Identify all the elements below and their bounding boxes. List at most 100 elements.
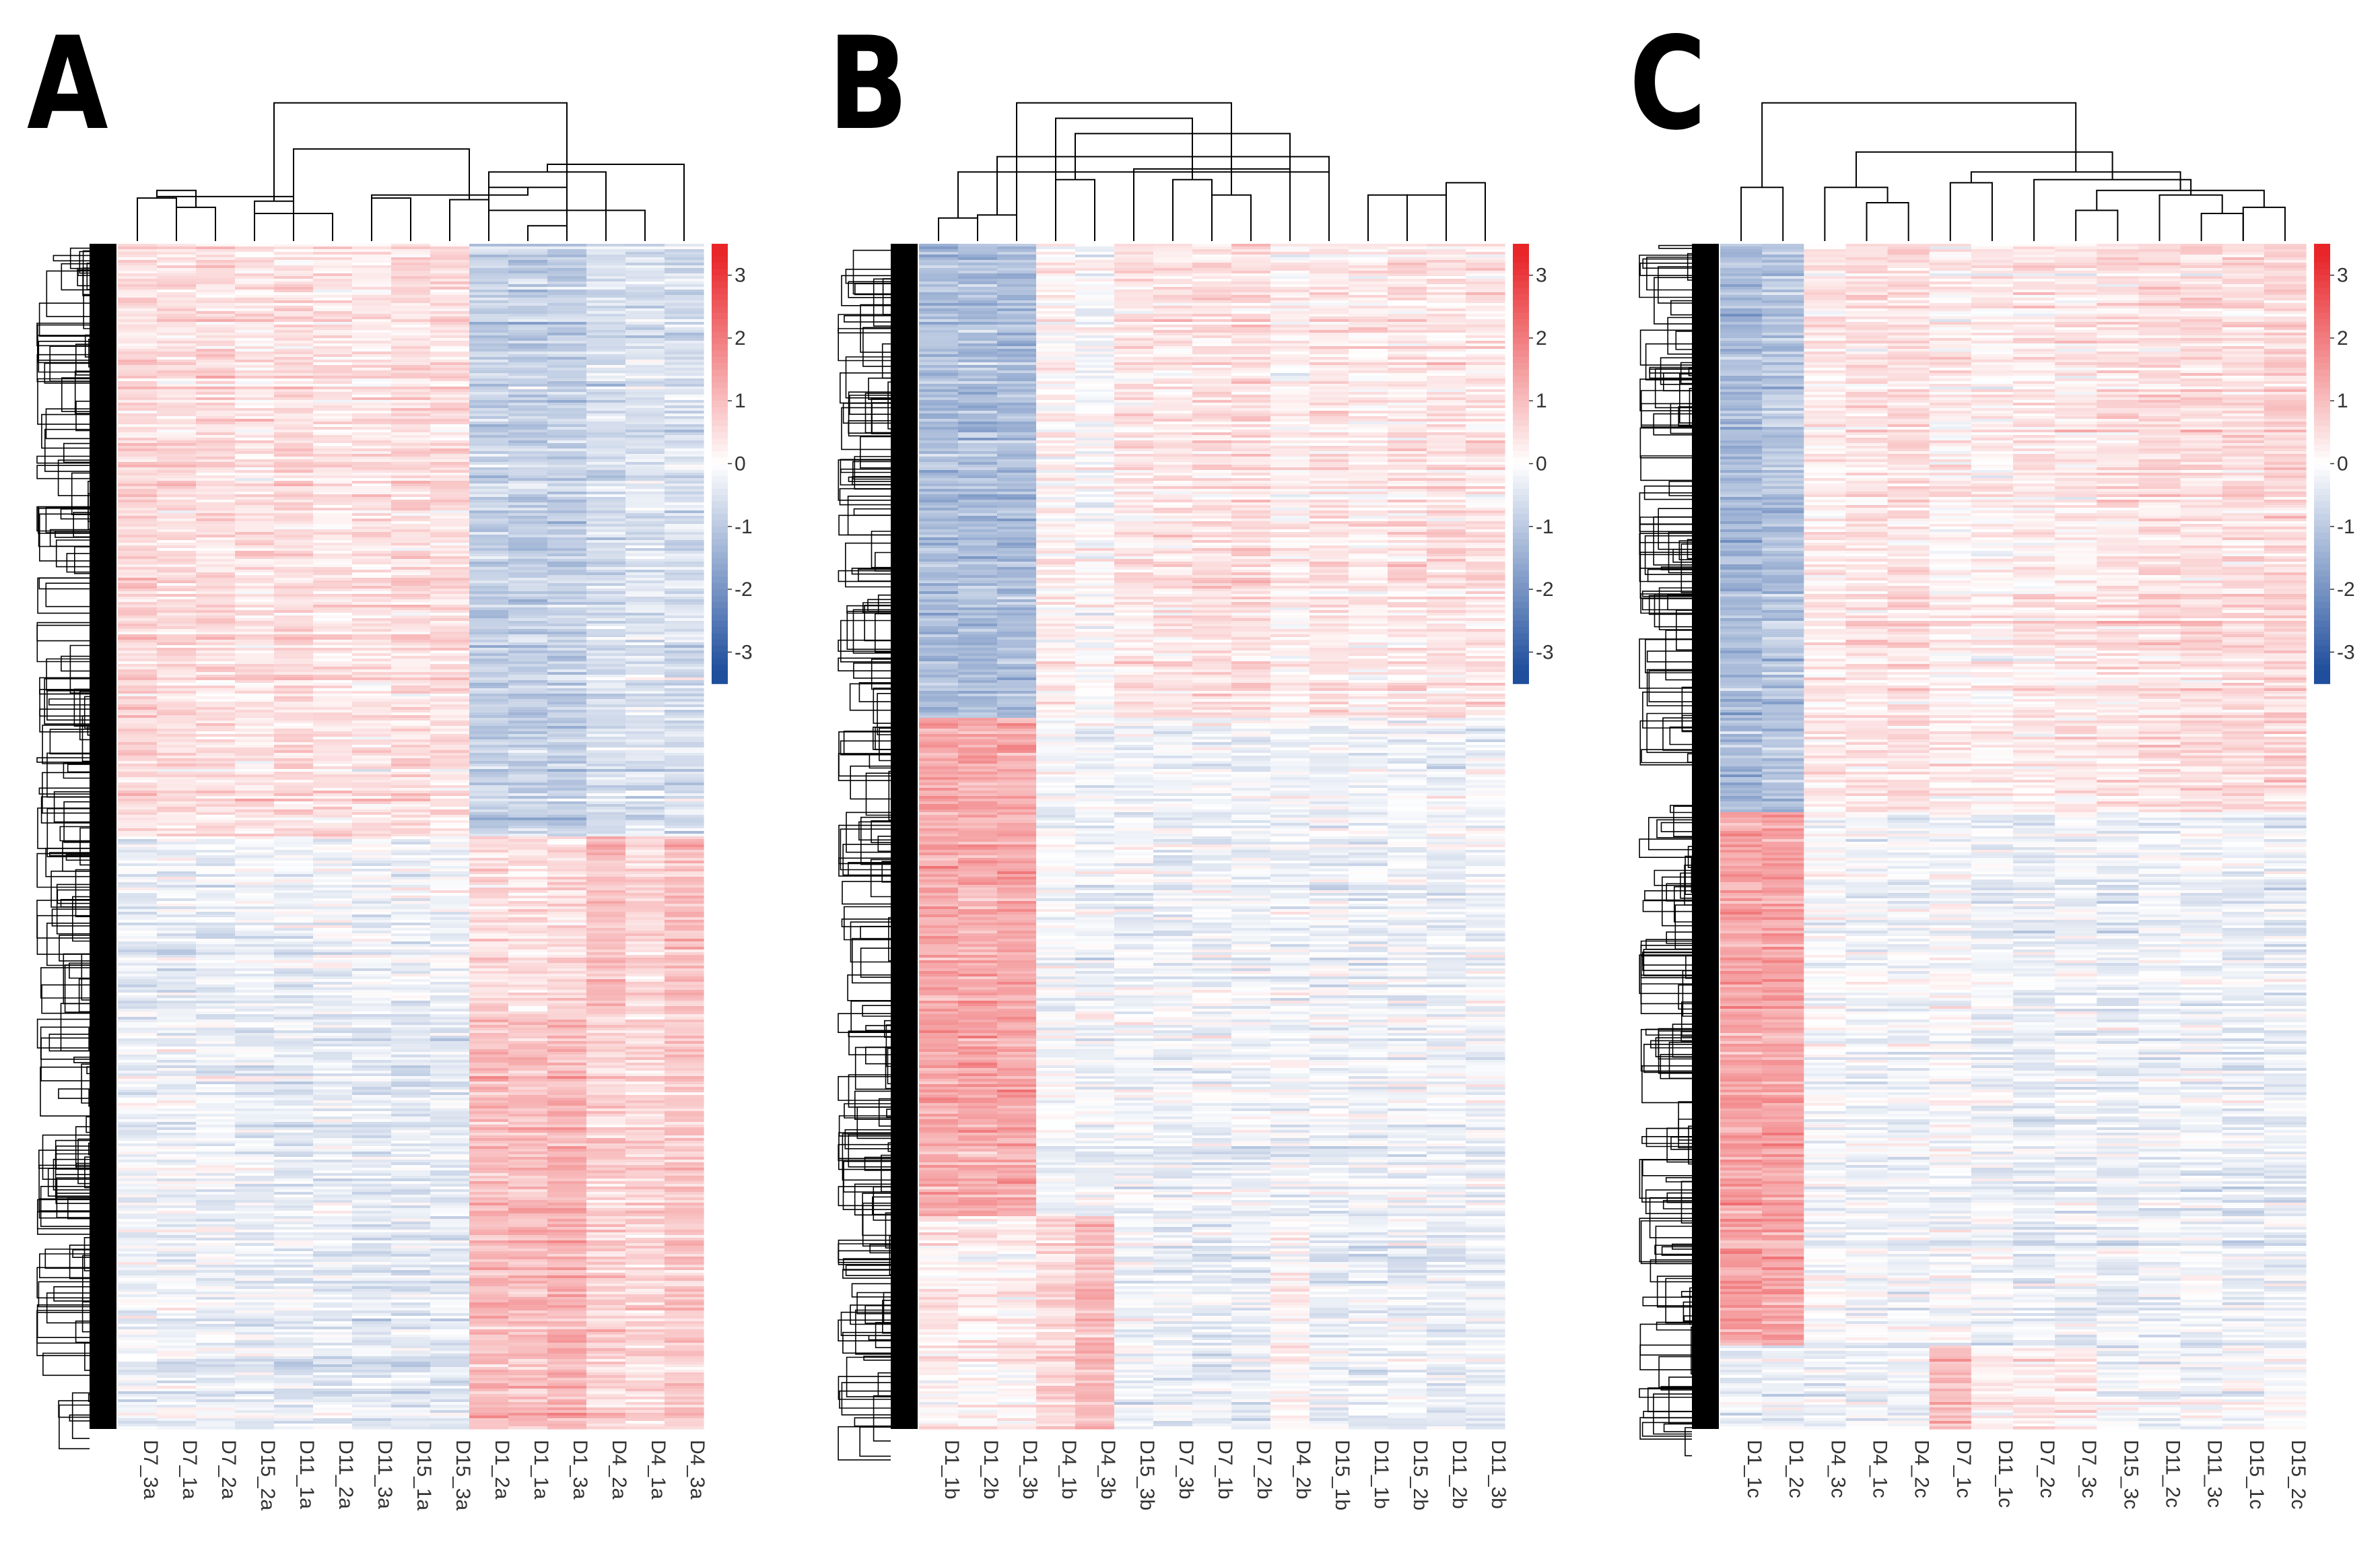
heatmap-cell xyxy=(508,537,548,541)
heatmap-cell xyxy=(391,543,431,546)
heatmap-cell xyxy=(196,941,236,945)
heatmap-cell xyxy=(469,1117,509,1120)
heatmap-cell xyxy=(547,427,587,430)
heatmap-cell xyxy=(196,944,236,947)
heatmap-cell xyxy=(547,936,587,939)
heatmap-cell xyxy=(118,947,158,950)
heatmap-cell xyxy=(508,686,548,689)
heatmap-cell xyxy=(547,306,587,309)
heatmap-cell xyxy=(625,1127,665,1131)
heatmap-cell xyxy=(391,640,431,643)
heatmap-cell xyxy=(157,793,197,797)
heatmap-cell xyxy=(196,1090,236,1093)
heatmap-cell xyxy=(508,976,548,980)
heatmap-cell xyxy=(586,618,626,622)
heatmap-cell xyxy=(508,823,548,826)
heatmap-cell xyxy=(196,435,236,438)
heatmap-cell xyxy=(469,777,509,780)
heatmap-cell xyxy=(274,478,314,481)
heatmap-cell xyxy=(352,440,392,444)
heatmap-cell xyxy=(665,669,704,673)
heatmap-cell xyxy=(352,634,392,638)
heatmap-cell xyxy=(274,1049,314,1053)
heatmap-cell xyxy=(586,416,626,420)
heatmap-cell xyxy=(235,667,275,670)
heatmap-cell xyxy=(118,734,158,737)
heatmap-cell xyxy=(157,847,197,851)
heatmap-cell xyxy=(274,917,314,921)
heatmap-cell xyxy=(391,1095,431,1098)
heatmap-cell xyxy=(235,1020,275,1023)
heatmap-cell xyxy=(469,761,509,764)
heatmap-cell xyxy=(430,252,470,255)
heatmap-cell xyxy=(430,1001,470,1004)
heatmap-cell xyxy=(430,311,470,314)
heatmap-cell xyxy=(430,430,470,433)
heatmap-cell xyxy=(665,311,704,314)
heatmap-cell xyxy=(391,761,431,764)
heatmap-cell xyxy=(352,1049,392,1053)
heatmap-cell xyxy=(665,1100,704,1104)
heatmap-cell xyxy=(118,489,158,492)
heatmap-cell xyxy=(235,847,275,851)
heatmap-cell xyxy=(469,292,509,296)
heatmap-cell xyxy=(352,462,392,465)
heatmap-cell xyxy=(665,702,704,705)
heatmap-cell xyxy=(313,993,353,996)
heatmap-cell xyxy=(391,478,431,481)
heatmap-cell xyxy=(625,761,665,764)
heatmap-cell xyxy=(665,470,704,473)
heatmap-cell xyxy=(235,438,275,441)
heatmap-cell xyxy=(586,354,626,358)
heatmap-cell xyxy=(469,815,509,818)
heatmap-cell xyxy=(235,853,275,856)
heatmap-cell xyxy=(313,879,353,883)
heatmap-cell xyxy=(313,1055,353,1058)
heatmap-cell xyxy=(196,866,236,869)
heatmap-cell xyxy=(313,322,353,325)
heatmap-cell xyxy=(313,920,353,923)
heatmap-cell xyxy=(235,257,275,261)
heatmap-cell xyxy=(118,694,158,697)
heatmap-cell xyxy=(118,640,158,643)
heatmap-cell xyxy=(235,1057,275,1061)
heatmap-cell xyxy=(391,704,431,708)
heatmap-cell xyxy=(508,675,548,678)
heatmap-cell xyxy=(235,632,275,635)
heatmap-cell xyxy=(508,893,548,896)
heatmap-cell xyxy=(586,1022,626,1026)
heatmap-cell xyxy=(508,505,548,508)
heatmap-cell xyxy=(235,947,275,950)
heatmap-cell xyxy=(586,615,626,619)
heatmap-cell xyxy=(665,850,704,853)
heatmap-cell xyxy=(625,287,665,290)
heatmap-cell xyxy=(196,519,236,522)
heatmap-cell xyxy=(196,378,236,382)
heatmap-cell xyxy=(157,1135,197,1139)
heatmap-cell xyxy=(469,481,509,484)
heatmap-cell xyxy=(157,1122,197,1125)
heatmap-cell xyxy=(508,311,548,314)
heatmap-cell xyxy=(274,1068,314,1071)
heatmap-cell xyxy=(665,575,704,578)
heatmap-cell xyxy=(313,381,353,385)
heatmap-cell xyxy=(313,1028,353,1031)
heatmap-cell xyxy=(235,333,275,336)
heatmap-cell xyxy=(196,290,236,293)
heatmap-cell xyxy=(430,995,470,999)
heatmap-cell xyxy=(274,284,314,288)
heatmap-cell xyxy=(235,319,275,323)
heatmap-cell xyxy=(391,642,431,646)
heatmap-cell xyxy=(157,734,197,737)
heatmap-cell xyxy=(352,844,392,848)
heatmap-cell xyxy=(118,799,158,802)
heatmap-cell xyxy=(235,966,275,969)
heatmap-cell xyxy=(118,809,158,813)
heatmap-cell xyxy=(586,898,626,902)
heatmap-cell xyxy=(274,696,314,700)
heatmap-cell xyxy=(235,1122,275,1125)
heatmap-cell xyxy=(430,812,470,815)
heatmap-cell xyxy=(430,443,470,446)
heatmap-cell xyxy=(586,362,626,366)
heatmap-cell xyxy=(352,998,392,1001)
